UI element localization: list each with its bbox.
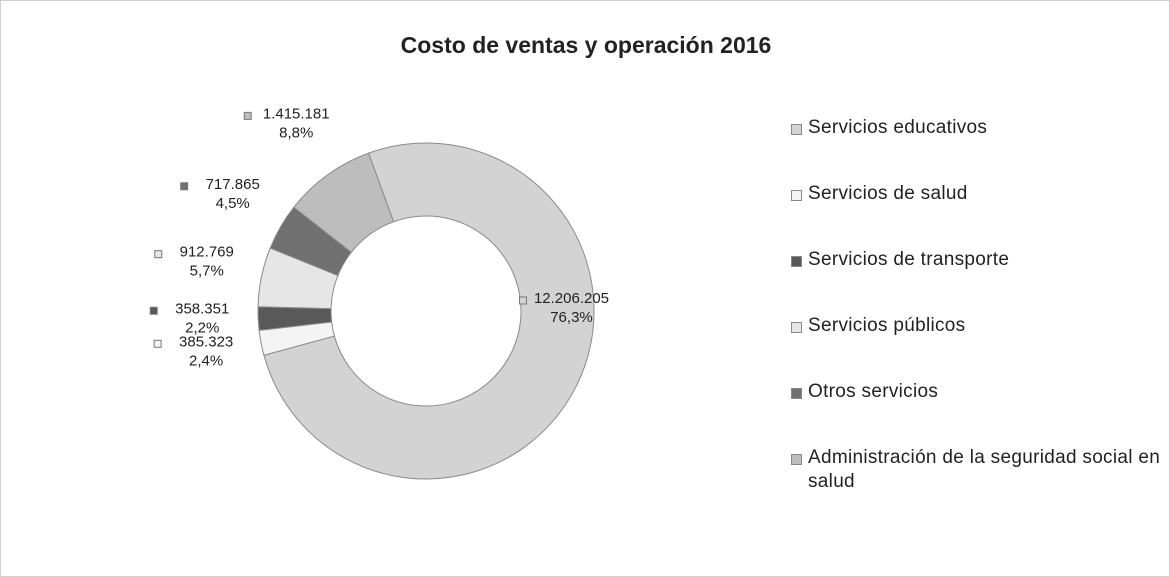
value-label: 912.769 — [180, 244, 234, 261]
value-label: 385.323 — [179, 333, 233, 350]
label-swatch — [154, 250, 163, 259]
legend-swatch — [791, 388, 802, 399]
legend-item: Otros servicios — [791, 380, 1161, 404]
label-swatch — [243, 111, 252, 120]
value-label: 1.415.181 — [263, 105, 330, 122]
value-label: 717.865 — [206, 176, 260, 193]
legend-item: Servicios públicos — [791, 314, 1161, 338]
donut-slice — [293, 152, 395, 254]
legend-label: Administración de la seguridad social en… — [808, 447, 1161, 492]
legend-item: Administración de la seguridad social en… — [791, 446, 1161, 494]
percent-label: 8,8% — [279, 124, 313, 141]
donut-slice — [263, 142, 595, 480]
legend-label: Servicios de transporte — [808, 249, 1010, 270]
legend-label: Otros servicios — [808, 381, 939, 402]
legend-item: Servicios de transporte — [791, 248, 1161, 272]
percent-label: 4,5% — [216, 195, 250, 212]
chart-title: Costo de ventas y operación 2016 — [401, 32, 772, 58]
label-swatch — [180, 182, 189, 191]
label-swatch — [519, 296, 527, 305]
legend-swatch — [791, 454, 802, 465]
percent-label: 2,4% — [189, 352, 223, 369]
legend-item: Servicios educativos — [791, 116, 1161, 140]
legend: Servicios educativos Servicios de salud Se… — [791, 116, 1161, 536]
legend-label: Servicios públicos — [808, 315, 966, 336]
legend-swatch — [791, 124, 802, 135]
value-label: 358.351 — [175, 300, 229, 317]
percent-label: 76,3% — [550, 309, 593, 326]
label-swatch — [149, 306, 158, 315]
legend-swatch — [791, 322, 802, 333]
percent-label: 2,2% — [185, 319, 219, 336]
label-swatch — [153, 339, 162, 348]
legend-item: Servicios de salud — [791, 182, 1161, 206]
value-label: 12.206.205 — [534, 290, 609, 307]
percent-label: 5,7% — [190, 263, 224, 280]
legend-label: Servicios educativos — [808, 117, 988, 138]
legend-swatch — [791, 256, 802, 267]
legend-label: Servicios de salud — [808, 183, 968, 204]
legend-swatch — [791, 190, 802, 201]
